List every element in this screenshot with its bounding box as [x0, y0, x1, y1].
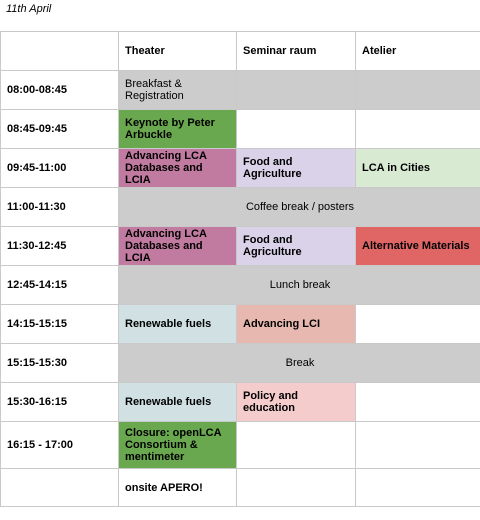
time-cell: 09:45-11:00: [0, 148, 119, 188]
session-renewable-fuels: Renewable fuels: [118, 304, 237, 344]
schedule-row: 12:45-14:15 Lunch break: [0, 265, 480, 305]
schedule-row: 11:30-12:45 Advancing LCA Databases and …: [0, 226, 480, 266]
session-food-agriculture: Food and Agriculture: [236, 148, 356, 188]
session-keynote: Keynote by Peter Arbuckle: [118, 109, 237, 149]
header-theater: Theater: [118, 31, 237, 71]
schedule-row: 14:15-15:15 Renewable fuels Advancing LC…: [0, 304, 480, 344]
break-cell: Break: [118, 343, 480, 383]
header-seminar-raum: Seminar raum: [236, 31, 356, 71]
coffee-break-cell: Coffee break / posters: [118, 187, 480, 227]
header-atelier: Atelier: [355, 31, 480, 71]
schedule-row: 11:00-11:30 Coffee break / posters: [0, 187, 480, 227]
time-cell: 12:45-14:15: [0, 265, 119, 305]
session-advancing-lca-databases: Advancing LCA Databases and LCIA: [118, 148, 237, 188]
schedule-row: onsite APERO!: [0, 468, 480, 507]
empty-cell: [236, 421, 356, 469]
empty-grey-cell: [236, 70, 356, 110]
session-alternative-materials: Alternative Materials: [355, 226, 480, 266]
lunch-break-cell: Lunch break: [118, 265, 480, 305]
time-cell: 16:15 - 17:00: [0, 421, 119, 469]
schedule-row: 15:30-16:15 Renewable fuels Policy and e…: [0, 382, 480, 422]
session-advancing-lca-databases: Advancing LCA Databases and LCIA: [118, 226, 237, 266]
time-cell: 08:45-09:45: [0, 109, 119, 149]
session-renewable-fuels: Renewable fuels: [118, 382, 237, 422]
schedule-row: 08:00-08:45 Breakfast & Registration: [0, 70, 480, 110]
time-cell: 15:30-16:15: [0, 382, 119, 422]
empty-cell: [355, 382, 480, 422]
time-cell: 11:00-11:30: [0, 187, 119, 227]
session-onsite-apero: onsite APERO!: [118, 468, 237, 507]
empty-cell: [355, 109, 480, 149]
time-cell: [0, 468, 119, 507]
session-lca-in-cities: LCA in Cities: [355, 148, 480, 188]
schedule-row: 16:15 - 17:00 Closure: openLCA Consortiu…: [0, 421, 480, 469]
session-food-agriculture: Food and Agriculture: [236, 226, 356, 266]
schedule-row: 09:45-11:00 Advancing LCA Databases and …: [0, 148, 480, 188]
header-row: Theater Seminar raum Atelier: [0, 31, 480, 71]
date-title: 11th April: [6, 3, 52, 15]
empty-grey-cell: [355, 70, 480, 110]
schedule-row: 08:45-09:45 Keynote by Peter Arbuckle: [0, 109, 480, 149]
empty-cell: [236, 468, 356, 507]
empty-cell: [355, 421, 480, 469]
time-cell: 14:15-15:15: [0, 304, 119, 344]
header-corner-cell: [0, 31, 119, 71]
schedule-table: Theater Seminar raum Atelier 08:00-08:45…: [0, 31, 480, 507]
session-closure: Closure: openLCA Consortium & mentimeter: [118, 421, 237, 469]
schedule-row: 15:15-15:30 Break: [0, 343, 480, 383]
time-cell: 08:00-08:45: [0, 70, 119, 110]
session-policy-education: Policy and education: [236, 382, 356, 422]
session-advancing-lci: Advancing LCI: [236, 304, 356, 344]
session-breakfast-registration: Breakfast & Registration: [118, 70, 237, 110]
empty-cell: [355, 304, 480, 344]
empty-cell: [355, 468, 480, 507]
time-cell: 15:15-15:30: [0, 343, 119, 383]
empty-cell: [236, 109, 356, 149]
time-cell: 11:30-12:45: [0, 226, 119, 266]
